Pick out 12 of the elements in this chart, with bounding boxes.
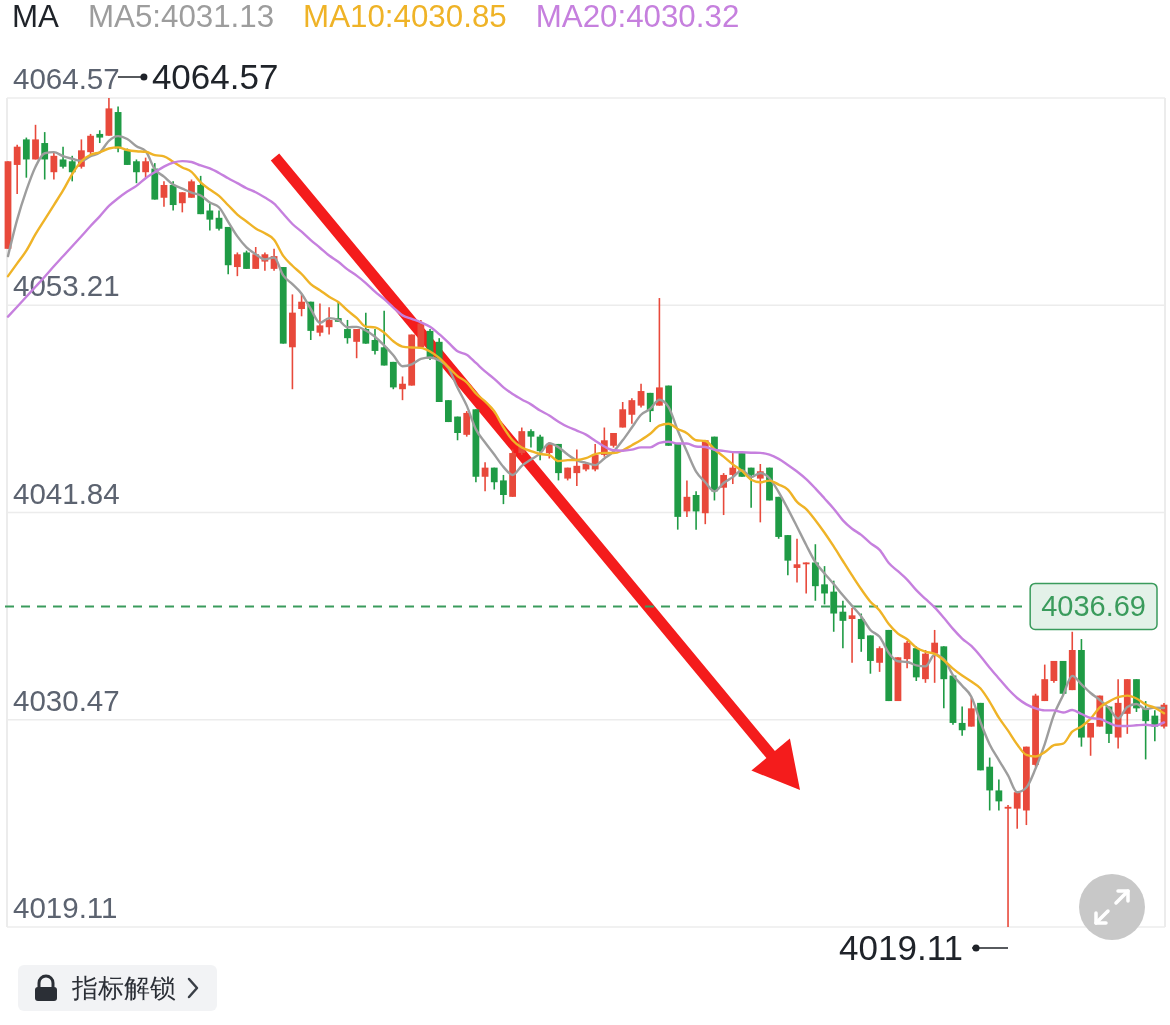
y-tick-label: 4019.11 [13,891,118,924]
text: 4019.11 [839,928,964,967]
ref-line-label: 4036.69 [1041,590,1146,623]
text: 4064.57 [151,57,279,96]
text: 指标解锁 [71,973,176,1003]
text: MA5:4031.13 [87,0,275,34]
y-tick-label: 4030.47 [13,683,120,717]
text: MA10:4030.85 [303,0,507,34]
y-tick-label: 4041.84 [13,476,120,510]
y-tick-label: 4064.57 [13,62,120,95]
legend-title: MA [12,0,60,34]
text: MA20:4030.32 [535,0,740,34]
